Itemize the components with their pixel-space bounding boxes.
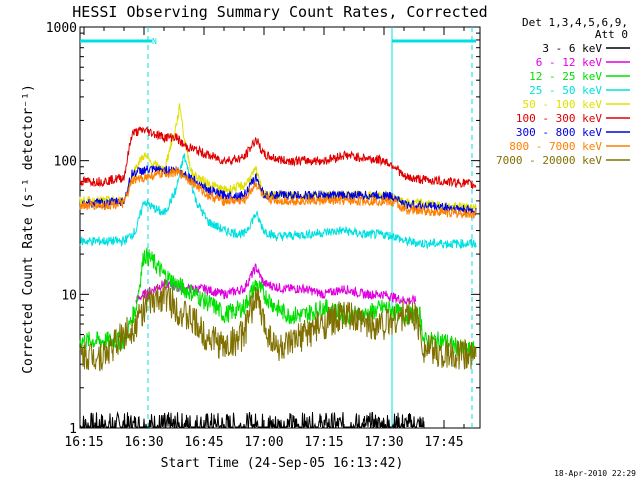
- y-tick-label: 100: [54, 155, 77, 170]
- footer-date: 18-Apr-2010 22:29: [554, 469, 636, 478]
- legend-entry-label: 6 - 12 keV: [536, 56, 603, 69]
- y-tick-label: 10: [61, 288, 77, 303]
- x-axis-label: Start Time (24-Sep-05 16:13:42): [161, 456, 404, 471]
- series-line: [79, 279, 477, 372]
- legend-entry-label: 7000 - 20000 keV: [496, 154, 602, 167]
- legend-entry-label: 12 - 25 keV: [529, 70, 602, 83]
- series-line: [79, 153, 477, 250]
- x-tick-label: 16:30: [124, 435, 163, 450]
- chart-title: HESSI Observing Summary Count Rates, Cor…: [72, 3, 487, 21]
- legend-entry-label: 25 - 50 keV: [529, 84, 602, 97]
- night-label: N: [152, 37, 157, 46]
- x-tick-label: 16:15: [64, 435, 103, 450]
- legend-entry-label: 50 - 100 keV: [523, 98, 603, 111]
- legend-entry-label: 100 - 300 keV: [516, 112, 602, 125]
- plot-frame: [79, 26, 481, 429]
- series-line: [79, 126, 477, 189]
- series-line: [79, 165, 477, 216]
- legend-entry-label: 3 - 6 keV: [542, 42, 602, 55]
- legend-entry-label: 300 - 800 keV: [516, 126, 602, 139]
- x-tick-label: 17:30: [364, 435, 403, 450]
- series-line: [79, 247, 477, 359]
- x-tick-label: 17:00: [244, 435, 283, 450]
- y-tick-label: 1: [69, 422, 77, 437]
- series-line: [79, 166, 477, 220]
- y-axis-label: Corrected Count Rate (s⁻¹ detector⁻¹): [21, 84, 36, 374]
- legend-header: Det 1,3,4,5,6,9,: [522, 16, 628, 29]
- legend-entry-label: 800 - 7000 keV: [509, 140, 602, 153]
- legend-header: Att 0: [595, 28, 628, 41]
- series-line: [79, 411, 425, 429]
- x-tick-label: 16:45: [184, 435, 223, 450]
- x-tick-label: 17:15: [304, 435, 343, 450]
- y-tick-label: 1000: [46, 21, 77, 36]
- x-tick-label: 17:45: [424, 435, 463, 450]
